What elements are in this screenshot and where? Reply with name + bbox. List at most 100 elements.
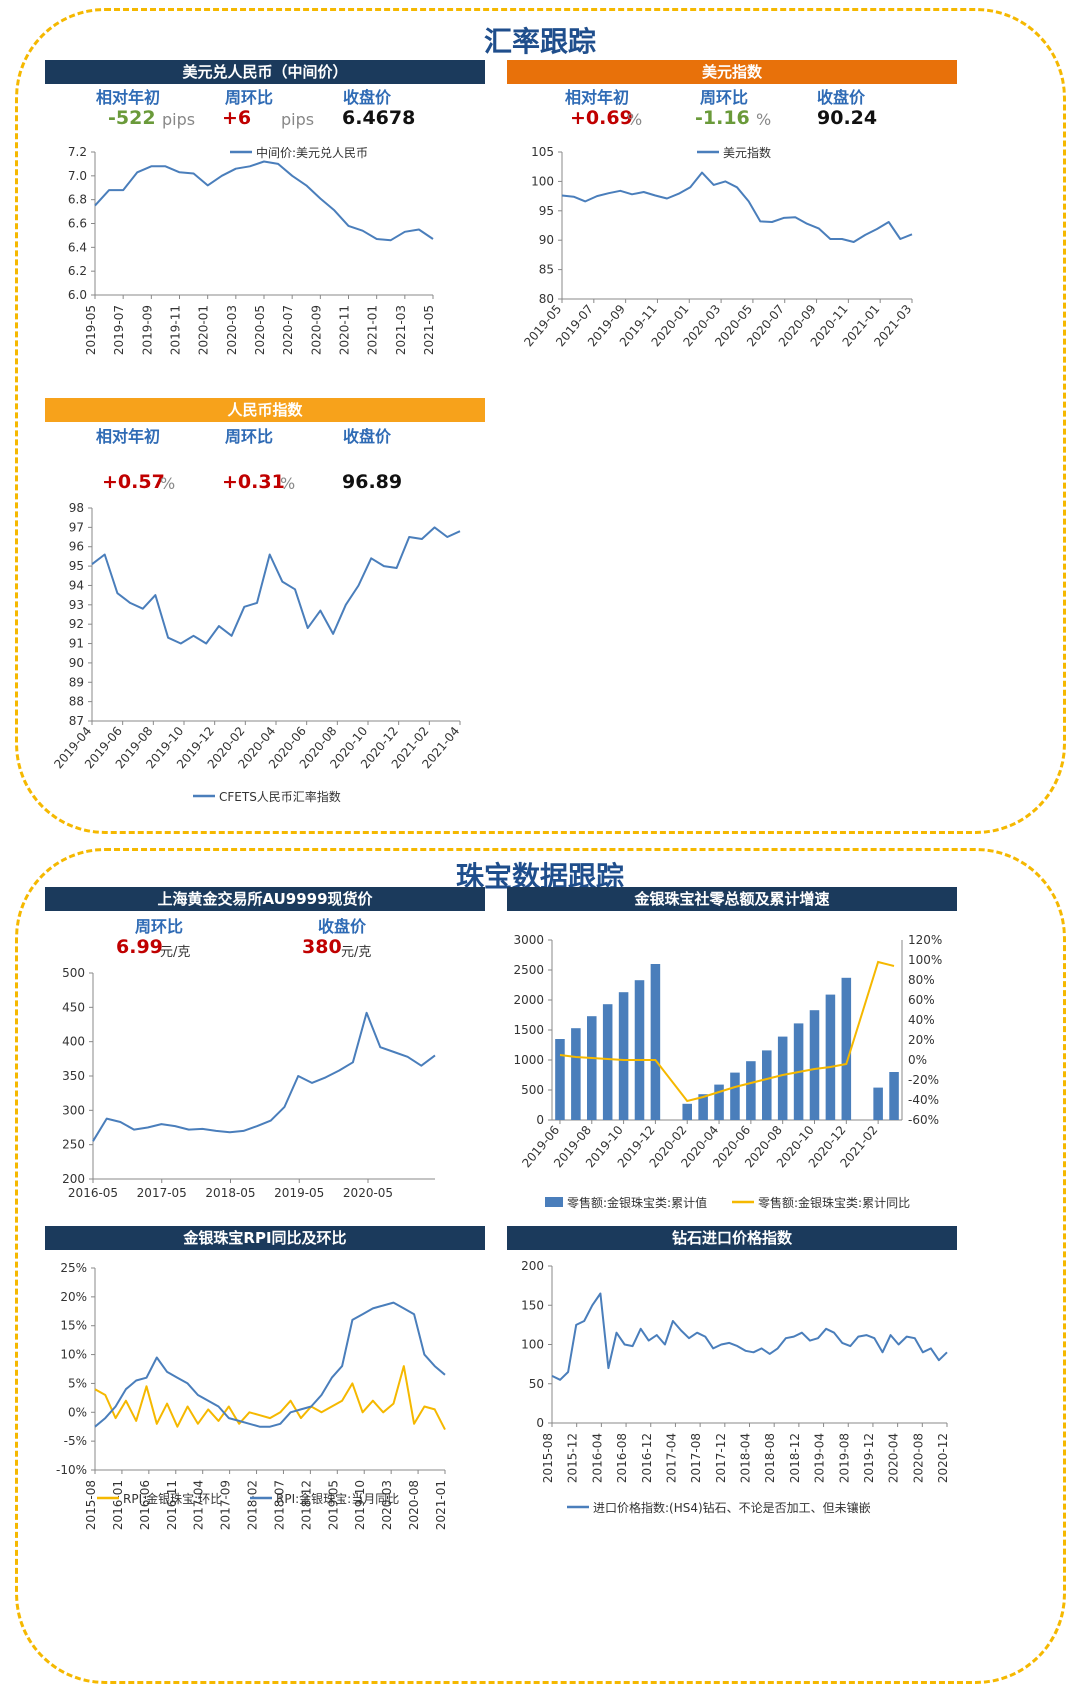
gold-close-value: 380 <box>302 936 342 958</box>
y-tick-label: 96 <box>69 540 84 554</box>
legend-label: 零售额:金银珠宝类:累计同比 <box>758 1195 910 1210</box>
gold-close-label: 收盘价 <box>318 917 367 936</box>
y-tick-label: 88 <box>69 695 84 709</box>
y-tick-label: 100 <box>521 1338 544 1352</box>
y-tick-label: 87 <box>69 714 84 728</box>
x-tick-label: 2019-08 <box>837 1433 851 1483</box>
usdcny-ytd-label: 相对年初 <box>96 88 161 107</box>
retail-bar <box>809 1010 820 1120</box>
x-tick-label: 2015-12 <box>566 1433 580 1483</box>
y2-tick-label: 0% <box>908 1053 927 1067</box>
usdcny-chart: 6.0 6.2 6.4 6.6 6.8 7.0 7.2 2019-05 2019-07 2019-… <box>68 145 436 355</box>
x-tick-label: 2019-05 <box>84 305 98 355</box>
usdcny-close-value: 6.4678 <box>342 107 416 129</box>
cny-index-close-value: 96.89 <box>342 471 403 493</box>
x-tick-label: 2017-09 <box>219 1480 233 1530</box>
rpi-mom-line <box>94 1365 446 1431</box>
x-tick-label: 2020-09 <box>309 305 323 355</box>
x-tick-label: 2019-11 <box>169 305 183 355</box>
x-tick-label: 2015-08 <box>541 1433 555 1483</box>
retail-chart: 0500100015002000250030002019-062019-0820… <box>513 933 942 1210</box>
retail-bar <box>571 1028 581 1120</box>
x-tick-label: 2020-11 <box>338 305 352 355</box>
usdcny-wow-unit: pips <box>281 110 315 129</box>
retail-header: 金银珠宝社零总额及累计增速 <box>507 887 957 911</box>
retail-bar <box>762 1050 772 1120</box>
x-tick-label: 2018-07 <box>272 1480 286 1530</box>
y-tick-label: 100 <box>531 174 554 188</box>
y2-tick-label: 40% <box>908 1013 935 1027</box>
retail-bar <box>873 1087 883 1120</box>
diamond-chart: 0 50 100 150 200 2015-08 2015-12 2016-04 2016-08… <box>521 1259 950 1515</box>
y-tick-label: 25% <box>60 1261 87 1275</box>
cny-index-wow-label: 周环比 <box>225 427 274 446</box>
y-tick-label: 91 <box>69 637 84 651</box>
retail-bar <box>714 1084 724 1120</box>
x-tick-label: 2021-01 <box>434 1480 448 1530</box>
x-tick-label: 2020-03 <box>225 305 239 355</box>
dxy-wow-label: 周环比 <box>700 88 749 107</box>
y2-tick-label: 20% <box>908 1033 935 1047</box>
legend-label: CFETS人民币汇率指数 <box>219 789 341 804</box>
y-tick-label: 450 <box>62 1000 85 1014</box>
x-tick-label: 2016-08 <box>615 1433 629 1483</box>
x-tick-label: 2016-01 <box>111 1480 125 1530</box>
x-tick-label: 2020-05 <box>253 305 267 355</box>
dxy-wow-unit: % <box>756 110 772 129</box>
retail-bar <box>730 1072 740 1120</box>
retail-bar <box>698 1094 708 1120</box>
y-tick-label: 94 <box>69 578 84 592</box>
y-tick-label: 105 <box>531 145 554 159</box>
x-tick-label: 2017-08 <box>689 1433 703 1483</box>
retail-bar <box>777 1036 788 1120</box>
cny-index-chart: 8788899091929394959697982019-042019-0620… <box>51 501 462 804</box>
usdcny-ytd-value: -522 <box>108 107 156 129</box>
retail-bar <box>889 1072 899 1120</box>
gold-wow-label: 周环比 <box>135 917 184 936</box>
x-tick-label: 2019-04 <box>813 1433 827 1483</box>
retail-bar <box>682 1103 692 1120</box>
y2-tick-label: 100% <box>908 953 942 967</box>
legend-label: 进口价格指数:(HS4)钻石、不论是否加工、但未镶嵌 <box>593 1500 871 1515</box>
y-tick-label: 300 <box>62 1103 85 1117</box>
x-tick-label: 2020-07 <box>281 305 295 355</box>
rpi-chart: -10% -5% 0% 5% 10% 15% 20% 25% 2015-08 2016-01 201… <box>56 1261 448 1530</box>
x-tick-label: 2017-12 <box>714 1433 728 1483</box>
y-tick-label: 6.0 <box>68 288 87 302</box>
legend-label: RPI:金银珠宝:当月同比 <box>276 1491 399 1506</box>
y-tick-label: 400 <box>62 1035 85 1049</box>
dxy-ytd-label: 相对年初 <box>565 88 630 107</box>
retail-bar <box>841 977 852 1120</box>
y-tick-label: 20% <box>60 1290 87 1304</box>
y-tick-label: 0% <box>68 1405 87 1419</box>
legend-label: 零售额:金银珠宝类:累计值 <box>567 1195 707 1210</box>
x-tick-label: 2018-12 <box>788 1433 802 1483</box>
jewelry-section-frame <box>15 848 1066 1684</box>
x-tick-label: 2020-04 <box>887 1433 901 1483</box>
rpi-yoy-line <box>94 1301 446 1428</box>
y-tick-label: 3000 <box>513 933 544 947</box>
x-tick-label: 2016-05 <box>68 1186 118 1200</box>
y-tick-label: 150 <box>521 1298 544 1312</box>
x-tick-label: 2018-02 <box>246 1480 260 1530</box>
y-tick-label: 1000 <box>513 1053 544 1067</box>
x-tick-label: 2016-06 <box>138 1480 152 1530</box>
y2-tick-label: 80% <box>908 973 935 987</box>
retail-bar <box>618 992 629 1120</box>
usdcny-header: 美元兑人民币（中间价） <box>45 60 485 84</box>
y-tick-label: 500 <box>521 1083 544 1097</box>
y-tick-label: -5% <box>64 1434 87 1448</box>
x-tick-label: 2021-05 <box>422 305 436 355</box>
diamond-line <box>551 1292 948 1381</box>
y-tick-label: 350 <box>62 1069 85 1083</box>
y2-tick-label: -20% <box>908 1073 939 1087</box>
usdcny-close-label: 收盘价 <box>343 88 392 107</box>
retail-bar <box>587 1016 597 1120</box>
cny-index-ytd-label: 相对年初 <box>96 427 161 446</box>
x-tick-label: 2020-12 <box>936 1433 950 1483</box>
dxy-wow-value: -1.16 <box>695 107 750 129</box>
dxy-line <box>561 171 913 243</box>
cny-index-ytd-unit: % <box>160 474 176 493</box>
y-tick-label: 7.2 <box>68 145 87 159</box>
y-tick-label: 6.4 <box>68 240 87 254</box>
